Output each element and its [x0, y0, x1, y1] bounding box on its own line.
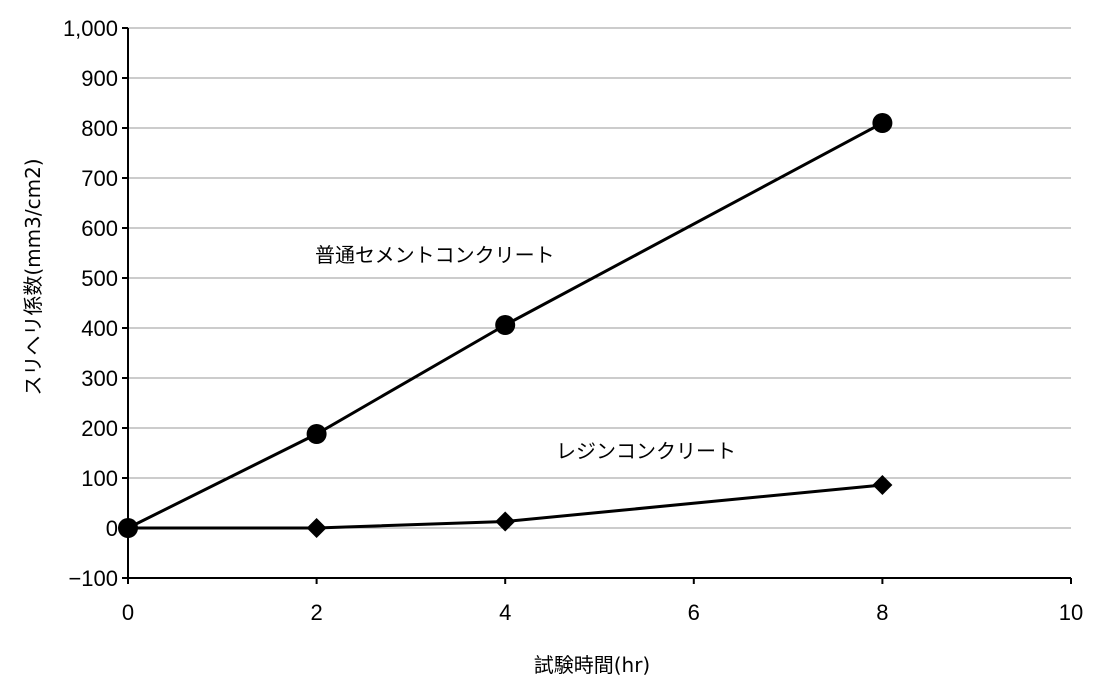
x-tick-label: 4	[499, 600, 511, 625]
x-tick-label: 2	[310, 600, 322, 625]
y-tick-label: 300	[81, 366, 118, 391]
x-axis-title: 試験時間(hr)	[534, 653, 651, 677]
data-point-diamond	[495, 511, 516, 532]
data-point-circle	[495, 315, 516, 335]
series-label-ordinary-cement: 普通セメントコンクリート	[315, 243, 555, 267]
data-point-diamond	[872, 475, 893, 495]
y-axis-title: スリヘリ係数(mm3/cm2)	[21, 158, 45, 395]
y-tick-label: 700	[81, 166, 118, 191]
data-markers	[118, 113, 893, 538]
x-tick-label: 8	[876, 600, 888, 625]
data-point-circle	[872, 113, 893, 133]
series-lines	[127, 121, 884, 530]
x-tick-label: 6	[688, 600, 700, 625]
y-tick-label: 400	[81, 316, 118, 341]
y-tick-label: 500	[81, 266, 118, 291]
y-tick-label: −100	[68, 566, 118, 591]
axes	[122, 27, 1072, 584]
y-tick-label: 800	[81, 116, 118, 141]
data-point-diamond	[306, 518, 327, 538]
series-line-2	[128, 483, 883, 530]
series-label-resin: レジンコンクリート	[556, 439, 736, 463]
x-tick-label: 0	[122, 600, 134, 625]
y-tick-label: 200	[81, 416, 118, 441]
y-tick-label: 1,000	[63, 16, 118, 41]
x-tick-label: 10	[1059, 600, 1083, 625]
y-tick-label: 0	[106, 516, 118, 541]
data-point-diamond	[118, 518, 138, 538]
y-tick-label: 100	[81, 466, 118, 491]
data-point-circle	[306, 424, 327, 444]
y-tick-label: 900	[81, 66, 118, 91]
y-tick-label: 600	[81, 216, 118, 241]
grid-lines	[128, 27, 1071, 529]
series-line-1	[127, 121, 884, 530]
